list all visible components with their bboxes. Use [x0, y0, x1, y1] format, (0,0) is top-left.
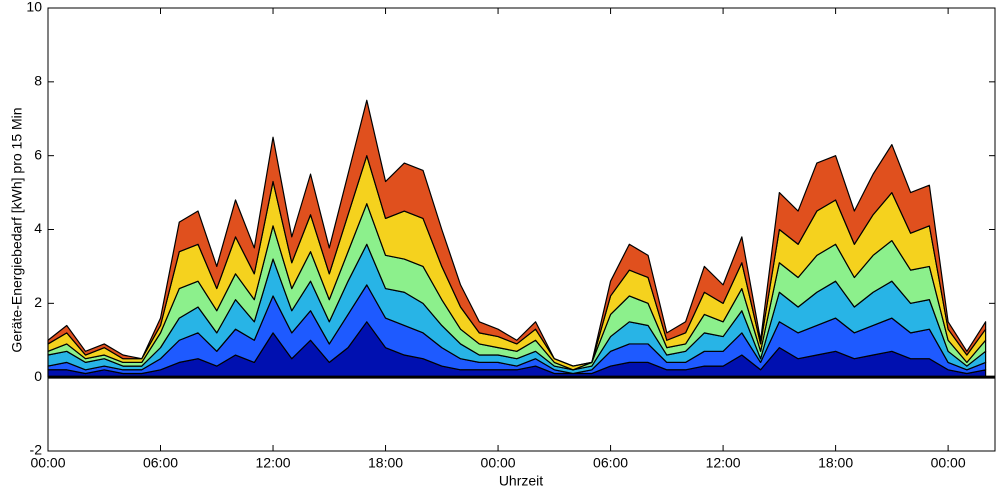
y-tick-label: 4: [34, 220, 42, 236]
y-tick-label: 2: [34, 294, 42, 310]
x-tick-label: 00:00: [931, 455, 966, 471]
areas: [47, 99, 995, 379]
plot-frame: [47, 7, 996, 452]
x-tick-label: 12:00: [706, 455, 741, 471]
y-tick-label: 10: [26, 0, 42, 15]
x-tick-label: 12:00: [256, 455, 291, 471]
y-tick-label: 0: [34, 368, 42, 384]
y-tick-label: 8: [34, 73, 42, 89]
x-tick-label: 06:00: [143, 455, 178, 471]
x-tick-label: 00:00: [481, 455, 516, 471]
x-tick-label: 18:00: [818, 455, 853, 471]
y-axis-label: Geräte-Energiebedarf [kWh] pro 15 Min: [9, 107, 25, 352]
x-tick-label: 06:00: [593, 455, 628, 471]
x-tick-label: 18:00: [368, 455, 403, 471]
area: [47, 99, 987, 367]
y-tick-label: -2: [30, 442, 43, 458]
x-tick-label: 00:00: [30, 455, 65, 471]
x-axis-label: Uhrzeit: [499, 473, 543, 489]
axes: -2 0 2 4 6 8 10 00:00 06:00 12:00 18:00 00:00 06:00 1…: [26, 0, 995, 471]
y-tick-label: 6: [34, 146, 42, 162]
